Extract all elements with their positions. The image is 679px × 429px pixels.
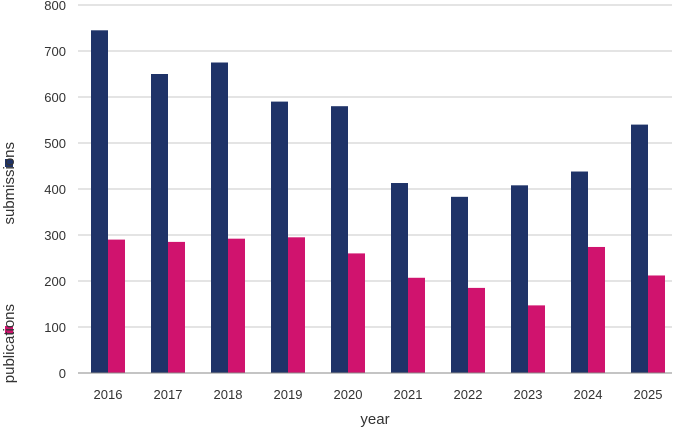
legend-marker-publications [5,326,13,334]
bar-publications-2025 [648,275,665,373]
x-tick-label: 2019 [274,387,303,402]
y-tick-label: 600 [44,90,66,105]
bars [91,30,665,374]
bar-submissions-2020 [331,106,348,373]
x-tick-label: 2023 [514,387,543,402]
bar-submissions-2025 [631,124,648,373]
y-tick-label: 700 [44,44,66,59]
y-axis-ticks: 0 100 200 300 400 500 600 700 800 [44,0,66,381]
y-tick-label: 400 [44,182,66,197]
bar-publications-2021 [408,277,425,373]
y-tick-label: 200 [44,274,66,289]
bar-publications-2016 [108,239,125,373]
bar-publications-2018 [228,238,245,373]
x-tick-label: 2016 [94,387,123,402]
bar-publications-2019 [288,237,305,373]
x-tick-label: 2017 [154,387,183,402]
x-tick-label: 2022 [454,387,483,402]
x-axis-ticks: 2016 2017 2018 2019 2020 2021 2022 2023 2024 2025 [94,387,663,402]
x-tick-label: 2025 [634,387,663,402]
y-tick-label: 0 [59,366,66,381]
y-tick-label: 100 [44,320,66,335]
bar-publications-2023 [528,305,545,373]
legend-label-submissions: submissions [1,142,18,225]
x-tick-label: 2020 [334,387,363,402]
legend-label-publications: publications [1,304,18,383]
bar-submissions-2022 [451,196,468,373]
bar-publications-2017 [168,241,185,373]
y-tick-label: 300 [44,228,66,243]
bar-publications-2024 [588,246,605,373]
bar-submissions-2016 [91,30,108,374]
bar-submissions-2018 [211,62,228,373]
bar-submissions-2019 [271,101,288,373]
bar-publications-2022 [468,287,485,373]
legend-marker-submissions [5,159,13,167]
x-axis-title: year [360,411,389,428]
y-tick-label: 500 [44,136,66,151]
bar-submissions-2023 [511,185,528,373]
bar-submissions-2024 [571,171,588,373]
bar-submissions-2021 [391,183,408,373]
x-tick-label: 2021 [394,387,423,402]
legend: submissions publications [1,142,18,383]
y-tick-label: 800 [44,0,66,13]
bar-submissions-2017 [151,74,168,373]
x-tick-label: 2024 [574,387,603,402]
x-tick-label: 2018 [214,387,243,402]
bar-publications-2020 [348,253,365,373]
